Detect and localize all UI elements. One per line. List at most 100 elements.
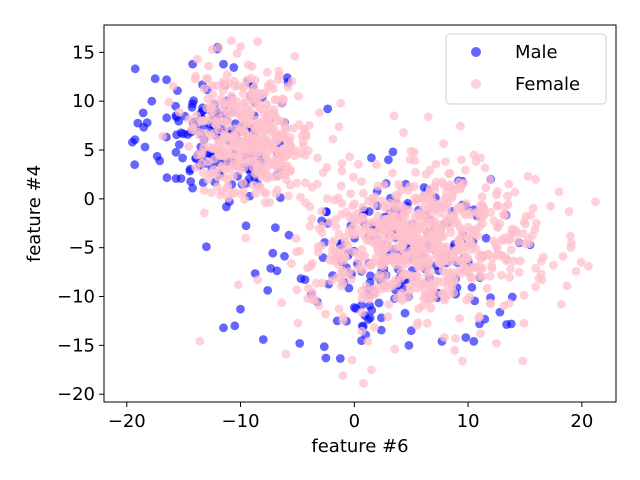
- scatter-point-female: [439, 180, 449, 190]
- scatter-point-female: [536, 256, 546, 266]
- scatter-point-female: [283, 82, 293, 92]
- scatter-point-female: [308, 288, 317, 297]
- scatter-point-female: [518, 229, 528, 238]
- scatter-point-female: [240, 153, 250, 163]
- scatter-point-female: [187, 125, 197, 135]
- scatter-point-female: [184, 142, 194, 151]
- scatter-point-female: [372, 160, 381, 170]
- y-tick-label: 10: [72, 91, 95, 112]
- scatter-point-male: [349, 303, 359, 312]
- scatter-point-female: [294, 91, 303, 101]
- x-axis: −20 −10 0 10 20: [108, 402, 593, 432]
- scatter-point-female: [432, 223, 441, 233]
- scatter-point-female: [199, 137, 209, 146]
- scatter-point-female: [325, 255, 335, 265]
- scatter-point-male: [162, 113, 172, 123]
- scatter-point-female: [223, 181, 233, 191]
- scatter-point-female: [367, 365, 376, 375]
- scatter-point-male: [130, 64, 140, 74]
- scatter-point-female: [480, 163, 490, 173]
- scatter-point-female: [481, 183, 491, 193]
- scatter-point-female: [478, 272, 487, 281]
- scatter-point-female: [349, 172, 358, 182]
- scatter-point-female: [463, 222, 473, 232]
- scatter-point-female: [293, 318, 303, 328]
- x-tick-label: −10: [222, 411, 260, 432]
- scatter-point-male: [176, 128, 186, 138]
- scatter-point-female: [414, 304, 423, 314]
- scatter-point-female: [497, 235, 507, 245]
- scatter-point-female: [510, 187, 520, 197]
- scatter-point-male: [230, 321, 240, 331]
- scatter-point-female: [442, 203, 452, 213]
- scatter-point-female: [364, 196, 373, 206]
- scatter-point-female: [519, 318, 529, 328]
- scatter-point-female: [505, 273, 515, 282]
- scatter-point-female: [192, 54, 202, 64]
- scatter-point-female: [214, 113, 224, 123]
- scatter-point-male: [506, 319, 516, 329]
- scatter-point-female: [361, 281, 371, 291]
- scatter-point-female: [314, 224, 324, 234]
- scatter-point-female: [336, 181, 346, 191]
- scatter-point-female: [200, 208, 209, 218]
- scatter-point-female: [370, 192, 380, 202]
- scatter-point-female: [216, 94, 226, 103]
- scatter-point-male: [364, 207, 374, 216]
- scatter-point-male: [241, 221, 251, 231]
- x-tick-label: −20: [108, 411, 146, 432]
- scatter-point-female: [393, 190, 403, 200]
- scatter-point-female: [554, 187, 564, 197]
- scatter-point-female: [452, 184, 461, 194]
- scatter-point-female: [300, 178, 310, 188]
- scatter-point-female: [373, 273, 383, 282]
- scatter-point-male: [344, 283, 354, 293]
- scatter-point-female: [390, 344, 400, 354]
- scatter-point-female: [524, 239, 534, 249]
- scatter-point-female: [210, 106, 219, 116]
- scatter-point-female: [410, 245, 420, 254]
- scatter-point-female: [490, 239, 500, 249]
- scatter-point-female: [466, 262, 476, 272]
- scatter-point-female: [346, 189, 355, 199]
- scatter-point-female: [334, 304, 344, 314]
- scatter-point-male: [335, 354, 345, 363]
- scatter-point-male: [147, 96, 157, 106]
- scatter-point-female: [358, 266, 368, 275]
- scatter-point-male: [188, 183, 198, 193]
- scatter-point-female: [191, 163, 201, 173]
- scatter-point-male: [295, 339, 305, 348]
- scatter-point-female: [379, 180, 389, 190]
- scatter-point-female: [526, 211, 536, 220]
- scatter-point-female: [558, 251, 568, 261]
- scatter-point-male: [150, 74, 160, 84]
- scatter-point-female: [414, 208, 423, 218]
- scatter-point-female: [357, 326, 367, 336]
- scatter-point-female: [434, 258, 444, 268]
- scatter-point-female: [514, 237, 523, 247]
- scatter-point-female: [297, 131, 307, 141]
- scatter-point-female: [425, 184, 435, 194]
- scatter-point-male: [357, 300, 366, 310]
- scatter-point-female: [485, 271, 495, 281]
- scatter-point-female: [461, 165, 470, 175]
- scatter-point-female: [576, 257, 586, 267]
- scatter-point-female: [475, 261, 484, 271]
- scatter-point-female: [372, 283, 382, 292]
- scatter-point-female: [531, 264, 541, 273]
- scatter-point-male: [404, 341, 414, 350]
- scatter-point-female: [230, 108, 240, 118]
- scatter-point-male: [366, 271, 375, 281]
- scatter-point-female: [158, 131, 168, 141]
- scatter-point-male: [367, 153, 376, 163]
- scatter-point-female: [566, 238, 576, 248]
- scatter-point-female: [321, 309, 330, 319]
- legend-marker-male: [471, 47, 481, 57]
- scatter-point-female: [343, 241, 353, 250]
- scatter-point-male: [280, 251, 289, 261]
- legend-label-male: Male: [515, 42, 558, 63]
- scatter-point-female: [413, 262, 423, 272]
- scatter-point-female: [358, 252, 368, 262]
- scatter-point-female: [317, 278, 327, 288]
- scatter-point-male: [138, 108, 148, 118]
